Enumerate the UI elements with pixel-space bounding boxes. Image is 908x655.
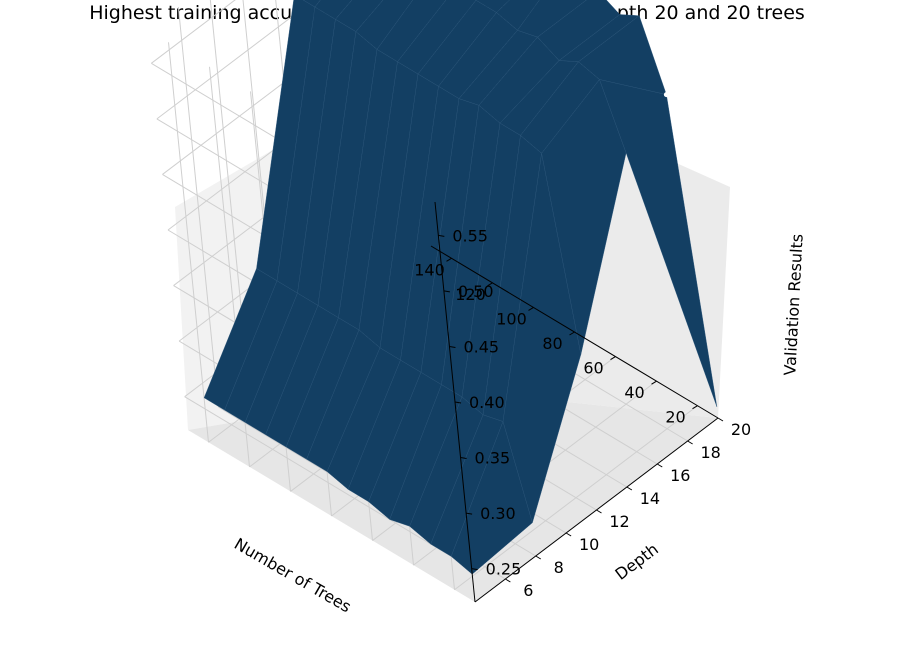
x-tick-mark: [610, 356, 616, 361]
surface-patch: [496, 0, 540, 31]
y-tick-mark: [596, 509, 602, 514]
y-tick-label: 10: [579, 535, 599, 554]
surface-patch: [355, 0, 414, 50]
x-tick-mark: [569, 331, 575, 336]
surface-patch: [314, 0, 353, 20]
y-tick-label: 18: [700, 443, 720, 462]
z-tick-label: 0.45: [463, 337, 499, 356]
surface-patch: [335, 0, 384, 32]
z-tick-label: 0.50: [458, 282, 494, 301]
y-axis-label: Depth: [612, 539, 662, 584]
y-tick-label: 6: [523, 581, 533, 600]
z-tick-label: 0.30: [480, 504, 516, 523]
x-tick-mark: [487, 282, 493, 287]
grid-line: [184, 396, 472, 570]
y-tick-label: 14: [640, 489, 660, 508]
y-tick-label: 16: [670, 466, 690, 485]
surface-patch: [475, 0, 510, 13]
y-tick-mark: [505, 578, 511, 583]
grid-line: [156, 0, 315, 120]
z-tick-label: 0.40: [469, 393, 505, 412]
x-tick-label: 140: [414, 260, 445, 279]
y-tick-mark: [565, 532, 572, 537]
x-tick-label: 20: [665, 408, 685, 427]
z-tick-mark: [454, 401, 462, 404]
z-tick-mark: [466, 512, 473, 515]
y-tick-label: 20: [731, 420, 751, 439]
z-axis-label: Validation Results: [780, 233, 806, 376]
z-tick-mark: [443, 290, 450, 293]
z-tick-label: 0.55: [452, 226, 488, 245]
y-tick-label: 12: [609, 512, 629, 531]
x-tick-mark: [651, 380, 657, 385]
x-tick-mark: [528, 306, 534, 311]
x-tick-label: 60: [583, 359, 603, 378]
tick-labels: 20 40 60 80 100 120 140 6 8 10 12 14 16 18 20 0.25 0.30 0…: [414, 226, 751, 600]
z-tick-mark: [438, 234, 445, 237]
y-tick-mark: [626, 486, 633, 491]
surface-plot: [203, 0, 718, 575]
best-point-marker: [663, 92, 669, 98]
x-tick-label: 120: [455, 285, 486, 304]
x-axis-label: Number of Trees: [231, 534, 354, 616]
x-tick-mark: [446, 257, 452, 262]
x-tick-mark: [692, 405, 698, 410]
grid-line: [151, 0, 236, 64]
y-tick-mark: [717, 417, 724, 422]
y-tick-mark: [687, 440, 693, 445]
y-tick-label: 8: [554, 558, 564, 577]
x-tick-label: 80: [542, 334, 562, 353]
z-tick-mark: [449, 345, 456, 348]
z-tick-label: 0.25: [486, 560, 522, 579]
x-tick-label: 100: [496, 309, 527, 328]
z-tick-mark: [460, 457, 467, 460]
y-tick-mark: [535, 555, 542, 560]
x-tick-label: 40: [624, 383, 644, 402]
y-tick-mark: [656, 463, 663, 468]
z-tick-mark: [471, 568, 478, 571]
axes-lines: [430, 201, 724, 603]
z-tick-label: 0.35: [475, 449, 511, 468]
